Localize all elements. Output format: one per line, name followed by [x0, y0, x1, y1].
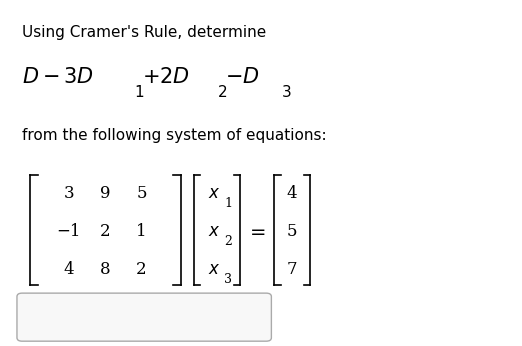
Text: 4: 4	[287, 185, 298, 202]
Text: $3$: $3$	[281, 84, 291, 100]
Text: 5: 5	[287, 223, 298, 240]
Text: from the following system of equations:: from the following system of equations:	[22, 128, 327, 143]
Text: 8: 8	[100, 261, 111, 277]
Text: $=$: $=$	[246, 222, 266, 240]
Text: 7: 7	[287, 261, 298, 277]
Text: 1: 1	[136, 223, 147, 240]
Text: Using Cramer's Rule, determine: Using Cramer's Rule, determine	[22, 25, 266, 40]
Text: $D-3D$: $D-3D$	[22, 67, 93, 87]
Text: 1: 1	[224, 197, 232, 210]
Text: $2$: $2$	[217, 84, 227, 100]
Text: $1$: $1$	[134, 84, 144, 100]
Text: 5: 5	[136, 185, 147, 202]
Text: $+2D$: $+2D$	[141, 67, 189, 87]
Text: $x$: $x$	[208, 185, 220, 202]
Text: 2: 2	[100, 223, 111, 240]
Text: 3: 3	[64, 185, 74, 202]
Text: 4: 4	[64, 261, 74, 277]
Text: 3: 3	[224, 273, 232, 286]
Text: 2: 2	[136, 261, 147, 277]
Text: −1: −1	[57, 223, 81, 240]
Text: 2: 2	[224, 235, 232, 248]
Text: $-D$: $-D$	[224, 67, 259, 87]
FancyBboxPatch shape	[17, 293, 271, 341]
Text: 9: 9	[100, 185, 111, 202]
Text: $x$: $x$	[208, 261, 220, 277]
Text: $x$: $x$	[208, 223, 220, 240]
